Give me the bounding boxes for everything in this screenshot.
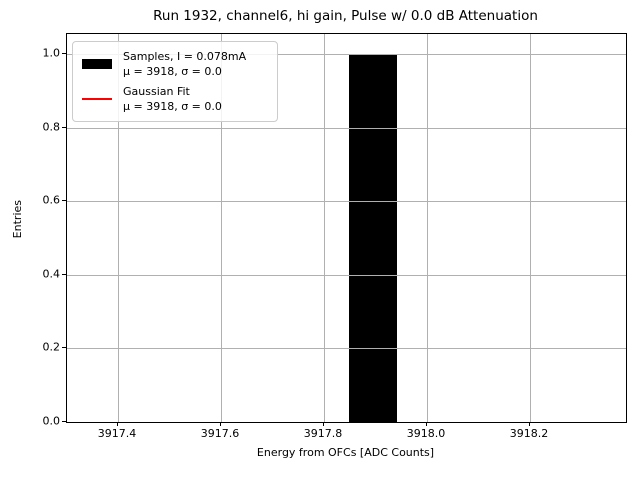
legend-samples-stats: μ = 3918, σ = 0.0 (123, 64, 222, 78)
gridline-h-0.2 (67, 348, 626, 349)
y-tick-label: 0.6 (42, 193, 61, 207)
gridline-v-3918.2 (530, 34, 531, 422)
x-tickmark (529, 422, 530, 426)
legend: Samples, I = 0.078mA μ = 3918, σ = 0.0 G… (72, 41, 278, 122)
x-tick-label: 3918.0 (406, 427, 446, 440)
y-tickmark (62, 274, 66, 275)
y-tick-label: 1.0 (42, 46, 61, 60)
gridline-h-0.4 (67, 275, 626, 276)
y-tickmark (62, 127, 66, 128)
legend-samples-label: Samples, I = 0.078mA (123, 49, 247, 63)
legend-entry-samples: Samples, I = 0.078mA μ = 3918, σ = 0.0 (81, 49, 269, 79)
gridline-v-3917.6 (221, 34, 222, 422)
x-tick-label: 3917.4 (97, 427, 137, 440)
x-axis-label: Energy from OFCs [ADC Counts] (256, 446, 435, 459)
x-tickmark (220, 422, 221, 426)
legend-fit-stats: μ = 3918, σ = 0.0 (123, 100, 222, 114)
gridline-h-0.6 (67, 201, 626, 202)
x-tick-label: 3917.6 (200, 427, 240, 440)
y-tickmark (62, 421, 66, 422)
chart-title: Run 1932, channel6, hi gain, Pulse w/ 0.… (153, 8, 538, 24)
legend-entry-gaussian-fit: Gaussian Fit μ = 3918, σ = 0.0 (81, 84, 269, 114)
x-tick-label: 3918.2 (509, 427, 549, 440)
histogram-bar (349, 54, 397, 422)
y-tickmark (62, 53, 66, 54)
y-tick-label: 0.8 (42, 120, 61, 134)
gridline-v-3918.0 (427, 34, 428, 422)
gaussian-fit-swatch-icon (82, 98, 112, 101)
gridline-v-3917.4 (118, 34, 119, 422)
gridline-h-1.0 (67, 54, 626, 55)
y-tick-label: 0.0 (42, 414, 61, 428)
y-tick-label: 0.2 (42, 340, 61, 354)
y-tickmark (62, 200, 66, 201)
y-axis-label: Entries (11, 200, 24, 239)
x-tickmark (323, 422, 324, 426)
y-tickmark (62, 347, 66, 348)
samples-swatch-icon (82, 58, 112, 69)
x-tickmark (426, 422, 427, 426)
x-tickmark (117, 422, 118, 426)
y-tick-label: 0.4 (42, 267, 61, 281)
gridline-h-0.8 (67, 128, 626, 129)
x-tick-label: 3917.8 (303, 427, 343, 440)
gridline-v-3917.8 (324, 34, 325, 422)
legend-fit-label: Gaussian Fit (123, 85, 190, 99)
